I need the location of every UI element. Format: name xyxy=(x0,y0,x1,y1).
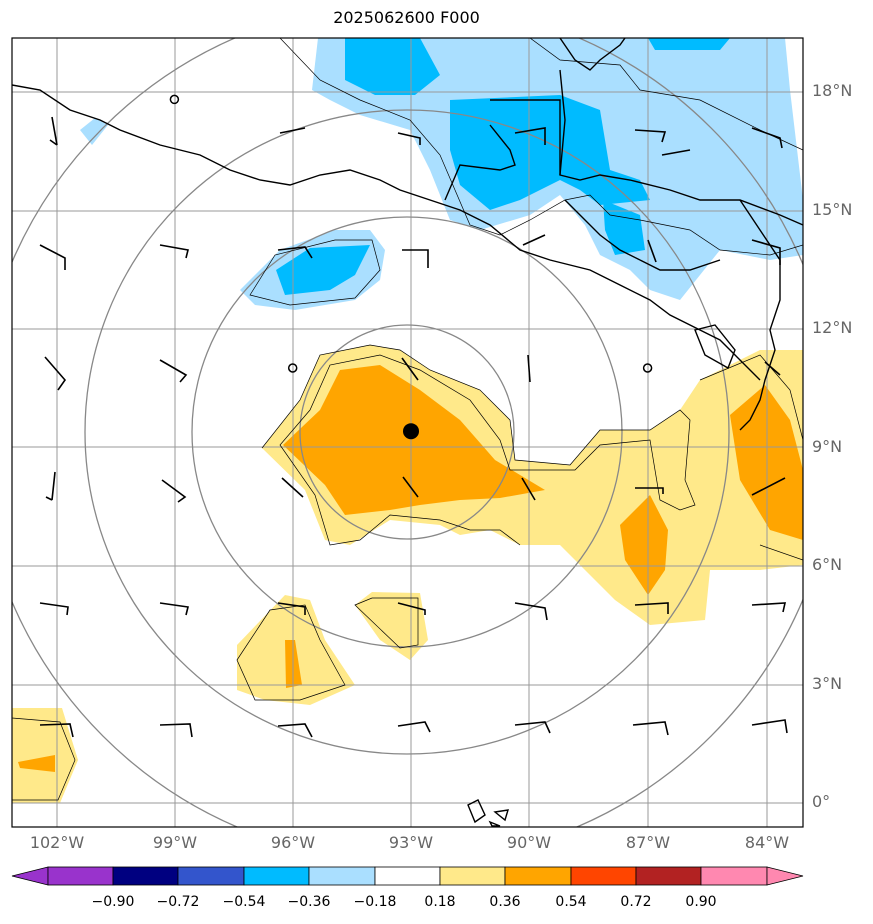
range-ring-3 xyxy=(84,109,730,755)
wind-barbs xyxy=(39,116,788,738)
shade-light-blue-small xyxy=(80,118,108,145)
colorbar-tick-7: 0.36 xyxy=(489,894,521,910)
range-ring-1 xyxy=(299,324,515,540)
coastline-gulf xyxy=(559,38,626,71)
lon-label-96: 96°W xyxy=(270,833,316,852)
shade-blue-west xyxy=(276,245,370,295)
lon-label-99: 99°W xyxy=(152,833,198,852)
calm-wind-circle xyxy=(642,363,653,373)
border-2 xyxy=(639,259,721,271)
lon-label-84: 84°W xyxy=(744,833,790,852)
lat-label-0: 0° xyxy=(812,792,831,811)
lat-label-9: 9°N xyxy=(812,437,843,456)
colorbar-tick-10: 0.90 xyxy=(685,894,717,910)
colorbar-tick-8: 0.54 xyxy=(555,894,587,910)
lon-label-87: 87°W xyxy=(625,833,671,852)
colorbar-tick-2: −0.72 xyxy=(156,894,200,910)
positive-shading xyxy=(12,345,803,803)
shade-blue-north-1 xyxy=(345,38,440,95)
colorbar-tick-9: 0.72 xyxy=(620,894,652,910)
colorbar-arrow-left xyxy=(11,866,49,886)
shade-yellow-far-sw xyxy=(12,708,78,803)
lat-label-6: 6°N xyxy=(812,555,843,574)
coastline-mexico-pacific xyxy=(12,84,761,381)
lat-label-15: 15°N xyxy=(812,200,853,219)
colorbar-tick-5: −0.18 xyxy=(353,894,397,910)
coastlines xyxy=(12,38,803,827)
shade-orange-far-sw xyxy=(18,755,55,772)
shade-blue-north-3 xyxy=(603,200,645,255)
colorbar-tick-6: 0.18 xyxy=(424,894,456,910)
shade-yellow-s xyxy=(355,592,428,660)
lon-label-90: 90°W xyxy=(506,833,552,852)
lon-label-102: 102°W xyxy=(29,833,85,852)
calm-wind-circle xyxy=(287,363,298,373)
border-1 xyxy=(564,199,641,261)
colorbar xyxy=(11,866,804,886)
colorbar-tick-4: −0.36 xyxy=(287,894,331,910)
contour-lines xyxy=(12,38,803,801)
shade-blue-north-4 xyxy=(648,38,730,50)
map-frame xyxy=(11,37,804,828)
colorbar-tick-3: −0.54 xyxy=(222,894,266,910)
calm-wind-circle xyxy=(169,94,180,105)
storm-center-marker xyxy=(403,423,419,440)
lon-label-93: 93°W xyxy=(388,833,434,852)
coastline-yucatan xyxy=(559,69,803,226)
shade-orange-east xyxy=(620,495,668,595)
map-title: 2025062600 F000 xyxy=(333,8,480,27)
border-belize xyxy=(444,124,516,201)
colorbar-tick-1: −0.90 xyxy=(91,894,135,910)
galapagos xyxy=(467,799,509,827)
border-guatemala xyxy=(490,99,561,175)
lat-label-12: 12°N xyxy=(812,318,853,337)
lake-nicaragua xyxy=(694,324,736,370)
lat-label-3: 3°N xyxy=(812,674,843,693)
lat-label-18: 18°N xyxy=(812,81,853,100)
colorbar-arrow-right xyxy=(766,866,804,886)
shade-orange-center xyxy=(283,365,545,515)
